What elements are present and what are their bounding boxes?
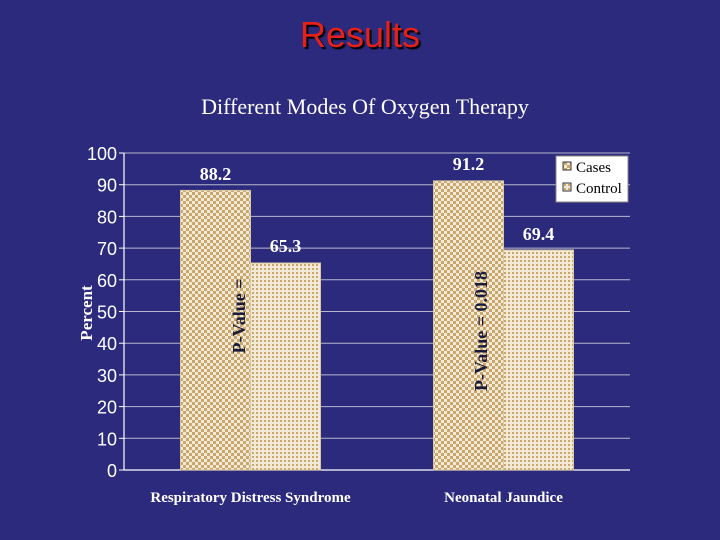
y-tick-label: 70 <box>97 239 117 259</box>
p-value-annotation: P-Value = 0.018 <box>471 271 491 391</box>
bar-value-label: 69.4 <box>523 224 555 244</box>
chart-title: Different Modes Of Oxygen Therapy <box>201 94 529 119</box>
y-tick-label: 100 <box>87 144 117 164</box>
y-tick-label: 40 <box>97 334 117 354</box>
y-tick-label: 90 <box>97 176 117 196</box>
bar-control <box>250 262 321 471</box>
y-axis-label: Percent <box>77 285 96 341</box>
legend-swatch <box>562 161 572 171</box>
x-category-label: Respiratory Distress Syndrome <box>150 490 351 506</box>
p-value-annotation: P-Value = <box>229 278 249 353</box>
bar-control <box>503 249 574 471</box>
y-tick-label: 0 <box>107 461 117 481</box>
legend-label: Cases <box>576 160 611 176</box>
bar-cases <box>180 189 251 471</box>
y-tick-label: 50 <box>97 303 117 323</box>
y-tick-label: 80 <box>97 207 117 227</box>
y-tick-label: 30 <box>97 366 117 386</box>
bar-value-label: 88.2 <box>200 164 232 184</box>
bar-value-label: 91.2 <box>453 154 485 174</box>
bar-cases <box>433 180 504 471</box>
y-tick-label: 20 <box>97 398 117 418</box>
bar-value-label: 65.3 <box>270 236 302 256</box>
slide-title: Results <box>299 14 421 55</box>
legend-swatch <box>562 182 572 192</box>
y-tick-label: 10 <box>97 429 117 449</box>
x-category-label: Neonatal Jaundice <box>444 490 563 506</box>
legend-label: Control <box>576 181 622 197</box>
y-tick-label: 60 <box>97 271 117 291</box>
